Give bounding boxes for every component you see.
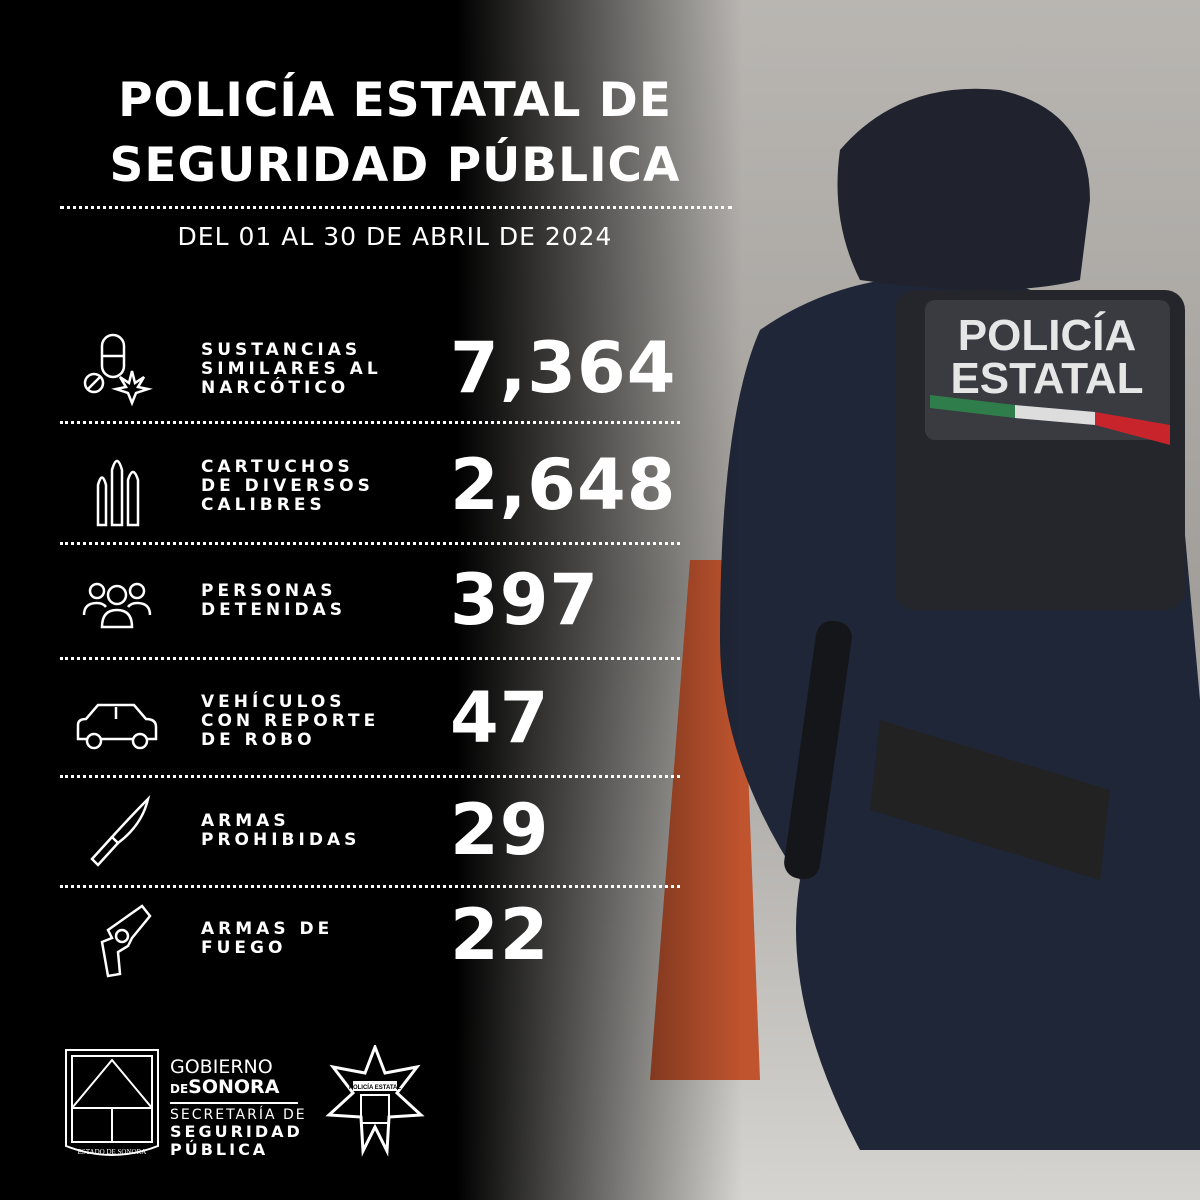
revolver-icon: [100, 904, 152, 978]
divider: [60, 775, 680, 778]
sonora-coat-of-arms-logo: ESTADO DE SONORA: [65, 1049, 159, 1156]
stat-label-line: SIMILARES AL: [201, 359, 382, 379]
sec-line3: PÚBLICA: [170, 1140, 269, 1159]
stat-value: 47: [450, 677, 550, 759]
shield-text: ESTADO DE SONORA: [78, 1148, 147, 1156]
title-line-1: POLICÍA ESTATAL DE: [118, 73, 672, 128]
divider: [60, 206, 732, 209]
stat-label-line: VEHÍCULOS: [201, 692, 346, 712]
divider: [60, 885, 680, 888]
sec-line1: SECRETARÍA DE: [170, 1107, 307, 1123]
stat-value: 2,648: [450, 444, 677, 526]
sec-line2: SEGURIDAD: [170, 1122, 303, 1141]
stat-label-line: ARMAS DE: [201, 919, 334, 939]
government-logo-text: GOBIERNO DESONORA SECRETARÍA DE SEGURIDA…: [170, 1058, 307, 1158]
stat-label-line: DE DIVERSOS: [201, 476, 374, 496]
vest-text-line2: ESTATAL: [950, 354, 1143, 403]
stat-label-line: FUEGO: [201, 938, 287, 958]
stat-label-line: CON REPORTE: [201, 711, 380, 731]
stat-row-firearms: ARMAS DE FUEGO 22: [60, 880, 700, 990]
stat-label-line: DE ROBO: [201, 730, 316, 750]
stat-label-line: PROHIBIDAS: [201, 830, 361, 850]
gov-de: DE: [170, 1082, 189, 1096]
gov-line2: SONORA: [188, 1076, 280, 1098]
stat-row-cartridges: CARTUCHOS DE DIVERSOS CALIBRES 2,648: [60, 430, 700, 540]
knife-icon: [90, 795, 151, 867]
stat-value: 397: [450, 559, 600, 641]
divider: [60, 657, 680, 660]
bullets-icon: [96, 459, 140, 527]
stat-row-vehicles: VEHÍCULOS CON REPORTE DE ROBO 47: [60, 663, 700, 773]
gov-line1: GOBIERNO: [170, 1056, 273, 1078]
stat-label-line: CARTUCHOS: [201, 457, 354, 477]
stat-label-line: PERSONAS: [201, 581, 337, 601]
divider: [60, 542, 680, 545]
vest-text-line1: POLICÍA: [958, 310, 1136, 360]
title-line-2: SEGURIDAD PÚBLICA: [109, 138, 681, 193]
stat-label-line: SUSTANCIAS: [201, 340, 362, 360]
stat-label-line: NARCÓTICO: [201, 378, 350, 398]
divider: [60, 421, 680, 424]
stat-label-line: ARMAS: [201, 811, 290, 831]
stat-row-detained: PERSONAS DETENIDAS 397: [60, 545, 700, 655]
car-icon: [76, 703, 158, 750]
state-police-badge-logo: POLICÍA ESTATAL: [325, 1045, 425, 1157]
people-icon: [82, 582, 152, 629]
stat-row-prohibited-weapons: ARMAS PROHIBIDAS 29: [60, 775, 700, 885]
stat-row-drugs: SUSTANCIAS SIMILARES AL NARCÓTICO 7,364: [60, 313, 700, 423]
stat-label-line: CALIBRES: [201, 495, 326, 515]
stat-value: 22: [450, 894, 550, 976]
badge-text: POLICÍA ESTATAL: [349, 1083, 401, 1091]
period-subtitle: DEL 01 AL 30 DE ABRIL DE 2024: [177, 222, 613, 251]
drugs-icon: [83, 333, 153, 407]
stat-value: 7,364: [450, 327, 677, 409]
stat-value: 29: [450, 789, 550, 871]
stat-label-line: DETENIDAS: [201, 600, 346, 620]
